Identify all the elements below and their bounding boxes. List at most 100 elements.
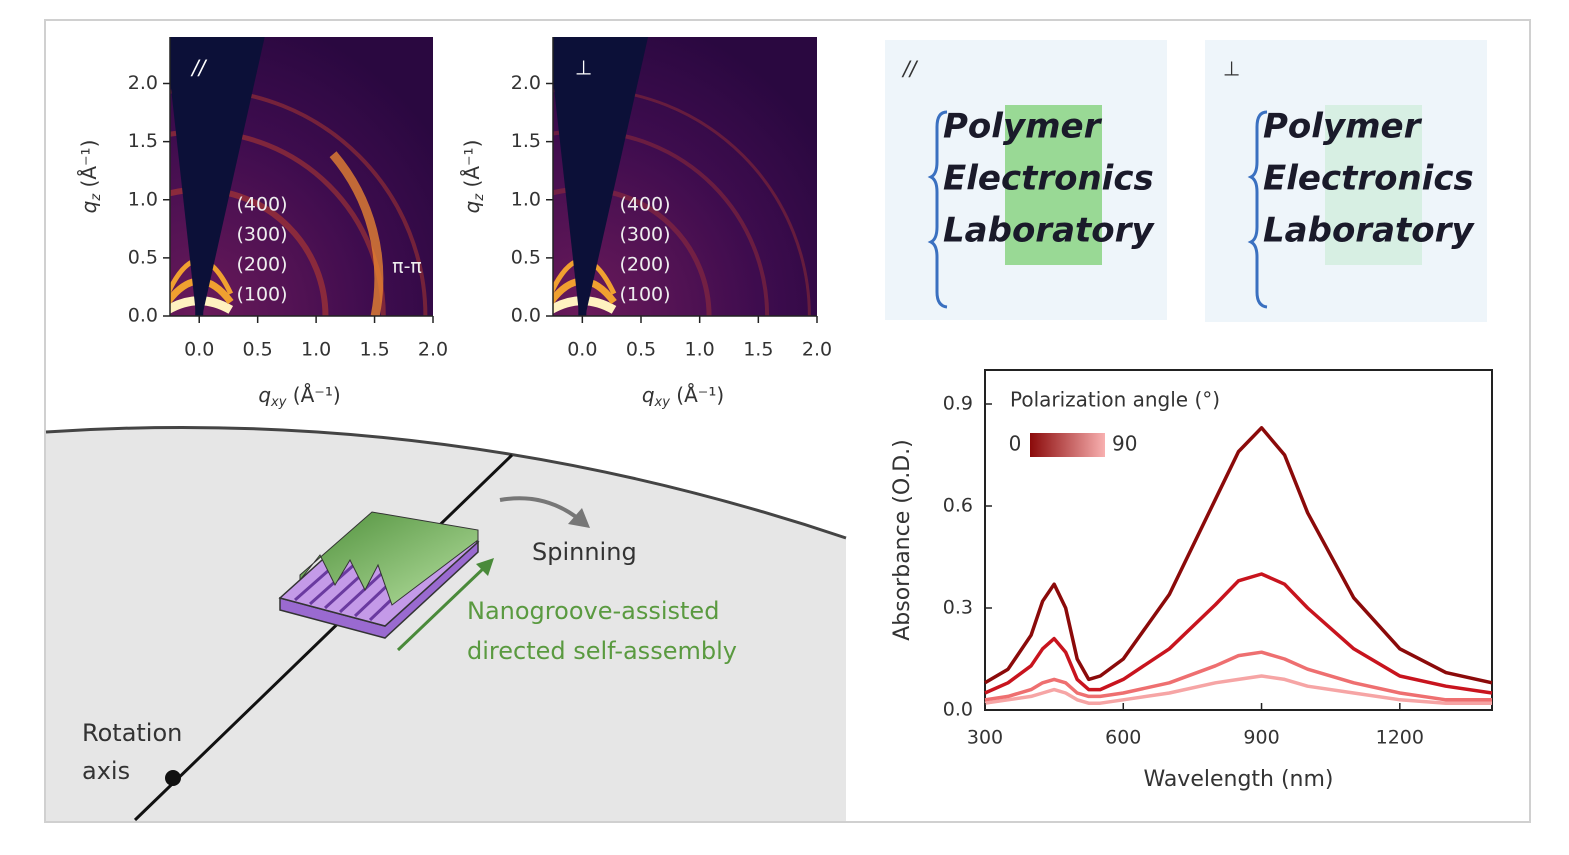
photo-text: Polymer	[1263, 107, 1423, 147]
spin-arrow	[499, 496, 582, 522]
assembly-arrow	[396, 564, 488, 652]
beam-stop	[578, 190, 587, 316]
label-subscript: xy	[270, 395, 287, 410]
label-symbol: q	[642, 383, 655, 407]
y-tick-label: 0.9	[943, 393, 973, 415]
label-unit: (Å⁻¹)	[77, 140, 101, 194]
y-tick-label: 1.0	[128, 188, 158, 210]
y-axis-label: qz (Å⁻¹)	[460, 140, 487, 214]
label-subscript: z	[89, 193, 104, 202]
x-tick-label: 300	[967, 727, 1003, 749]
annotation: ⊥	[575, 56, 592, 80]
label-symbol: q	[460, 201, 484, 214]
rotation-axis	[133, 453, 514, 822]
series-line	[984, 426, 1493, 685]
peak-label: (300)	[619, 224, 670, 246]
chart: ⊥ (400) (300) (200) (100) 0.0 0.5 1.0 1.5 2.0 0.0 0…	[460, 37, 832, 410]
y-tick-label: 0.3	[943, 597, 973, 619]
series-line	[984, 674, 1492, 705]
x-tick-label: 600	[1105, 727, 1141, 749]
y-tick-label: 1.5	[128, 130, 158, 152]
assembly-label: directed self-assembly	[467, 637, 737, 665]
x-tick-label: 1.0	[685, 339, 715, 361]
x-tick-label: 2.0	[418, 339, 448, 361]
platter	[46, 427, 846, 821]
missing-wedge	[170, 37, 265, 316]
x-tick-label: 0.0	[184, 339, 214, 361]
label-unit: (Å⁻¹)	[286, 383, 340, 407]
peak-label: (100)	[619, 284, 670, 306]
photo-text: Electronics	[1263, 159, 1474, 199]
photo-label: //	[901, 57, 919, 81]
y-tick-label: 0.0	[943, 699, 973, 721]
y-tick-label: 1.0	[511, 188, 541, 210]
y-tick-label: 1.5	[511, 130, 541, 152]
peak-label: π-π	[392, 256, 422, 278]
y-tick-label: 0.5	[128, 246, 158, 268]
legend-max: 90	[1112, 432, 1137, 456]
label-subscript: xy	[654, 395, 671, 410]
label-symbol: q	[258, 383, 271, 407]
x-tick-label: 0.5	[626, 339, 656, 361]
label-unit: (Å⁻¹)	[670, 383, 724, 407]
photo-text: Polymer	[943, 107, 1103, 147]
peak-label: (400)	[619, 194, 670, 216]
x-tick-label: 1.5	[359, 339, 389, 361]
photo-label: ⊥	[1223, 57, 1240, 81]
peak-label: (200)	[236, 254, 287, 276]
missing-wedge	[553, 37, 649, 316]
legend-min: 0	[1009, 432, 1022, 456]
x-axis-label: qxy (Å⁻¹)	[642, 383, 724, 410]
x-tick-label: 1.5	[743, 339, 773, 361]
annotation: //	[190, 56, 208, 80]
y-axis-label: Absorbance (O.D.)	[890, 439, 915, 641]
x-tick-label: 0.0	[567, 339, 597, 361]
y-tick-label: 0.6	[943, 495, 973, 517]
y-tick-label: 2.0	[128, 72, 158, 94]
pi-arc	[329, 151, 384, 316]
y-tick-label: 0.0	[511, 305, 541, 327]
assembly-label: Nanogroove-assisted	[467, 597, 719, 625]
x-axis-label: qxy (Å⁻¹)	[258, 383, 340, 410]
series-line	[984, 650, 1492, 702]
y-axis-label: qz (Å⁻¹)	[77, 140, 104, 214]
x-tick-label: 1200	[1376, 727, 1424, 749]
y-tick-label: 2.0	[511, 72, 541, 94]
rotation-label: axis	[82, 757, 130, 785]
label-symbol: q	[77, 201, 101, 214]
peak-label: (400)	[236, 194, 287, 216]
peak-label: (300)	[236, 224, 287, 246]
brace	[1247, 110, 1268, 309]
chart: // (400) (300) (200) (100) π-π 0.0 0.5 1.0 1.5 2.0…	[77, 37, 448, 410]
x-tick-label: 0.5	[243, 339, 273, 361]
scattering-image	[170, 37, 433, 316]
x-tick-label: 900	[1243, 727, 1279, 749]
platter-edge	[45, 425, 847, 540]
photo-text: Electronics	[943, 159, 1154, 199]
y-tick-label: 0.5	[511, 246, 541, 268]
film	[1005, 105, 1102, 265]
x-axis-label: Wavelength (nm)	[1143, 767, 1333, 792]
series-line	[984, 572, 1493, 695]
axis-point	[165, 770, 181, 786]
peak-label: (200)	[619, 254, 670, 276]
scattering-image	[553, 37, 817, 316]
charts: // (400) (300) (200) (100) π-π 0.0 0.5 1.0 1.5 2.0…	[77, 37, 1493, 792]
spin-arrowhead	[568, 508, 590, 528]
photos: // Polymer Electronics Laboratory ⊥ Polymer El…	[885, 40, 1487, 322]
film	[1325, 105, 1422, 265]
label-unit: (Å⁻¹)	[460, 140, 484, 194]
assembly-arrowhead	[476, 558, 494, 576]
photo-text: Laboratory	[1263, 211, 1475, 251]
peak-label: (100)	[236, 284, 287, 306]
colorbar	[1030, 433, 1105, 457]
x-tick-label: 1.0	[301, 339, 331, 361]
rotation-label: Rotation	[82, 719, 182, 747]
label-subscript: z	[472, 193, 487, 202]
brace	[927, 110, 948, 309]
y-tick-label: 0.0	[128, 305, 158, 327]
spinning-label: Spinning	[532, 538, 637, 566]
photo-text: Laboratory	[943, 211, 1155, 251]
